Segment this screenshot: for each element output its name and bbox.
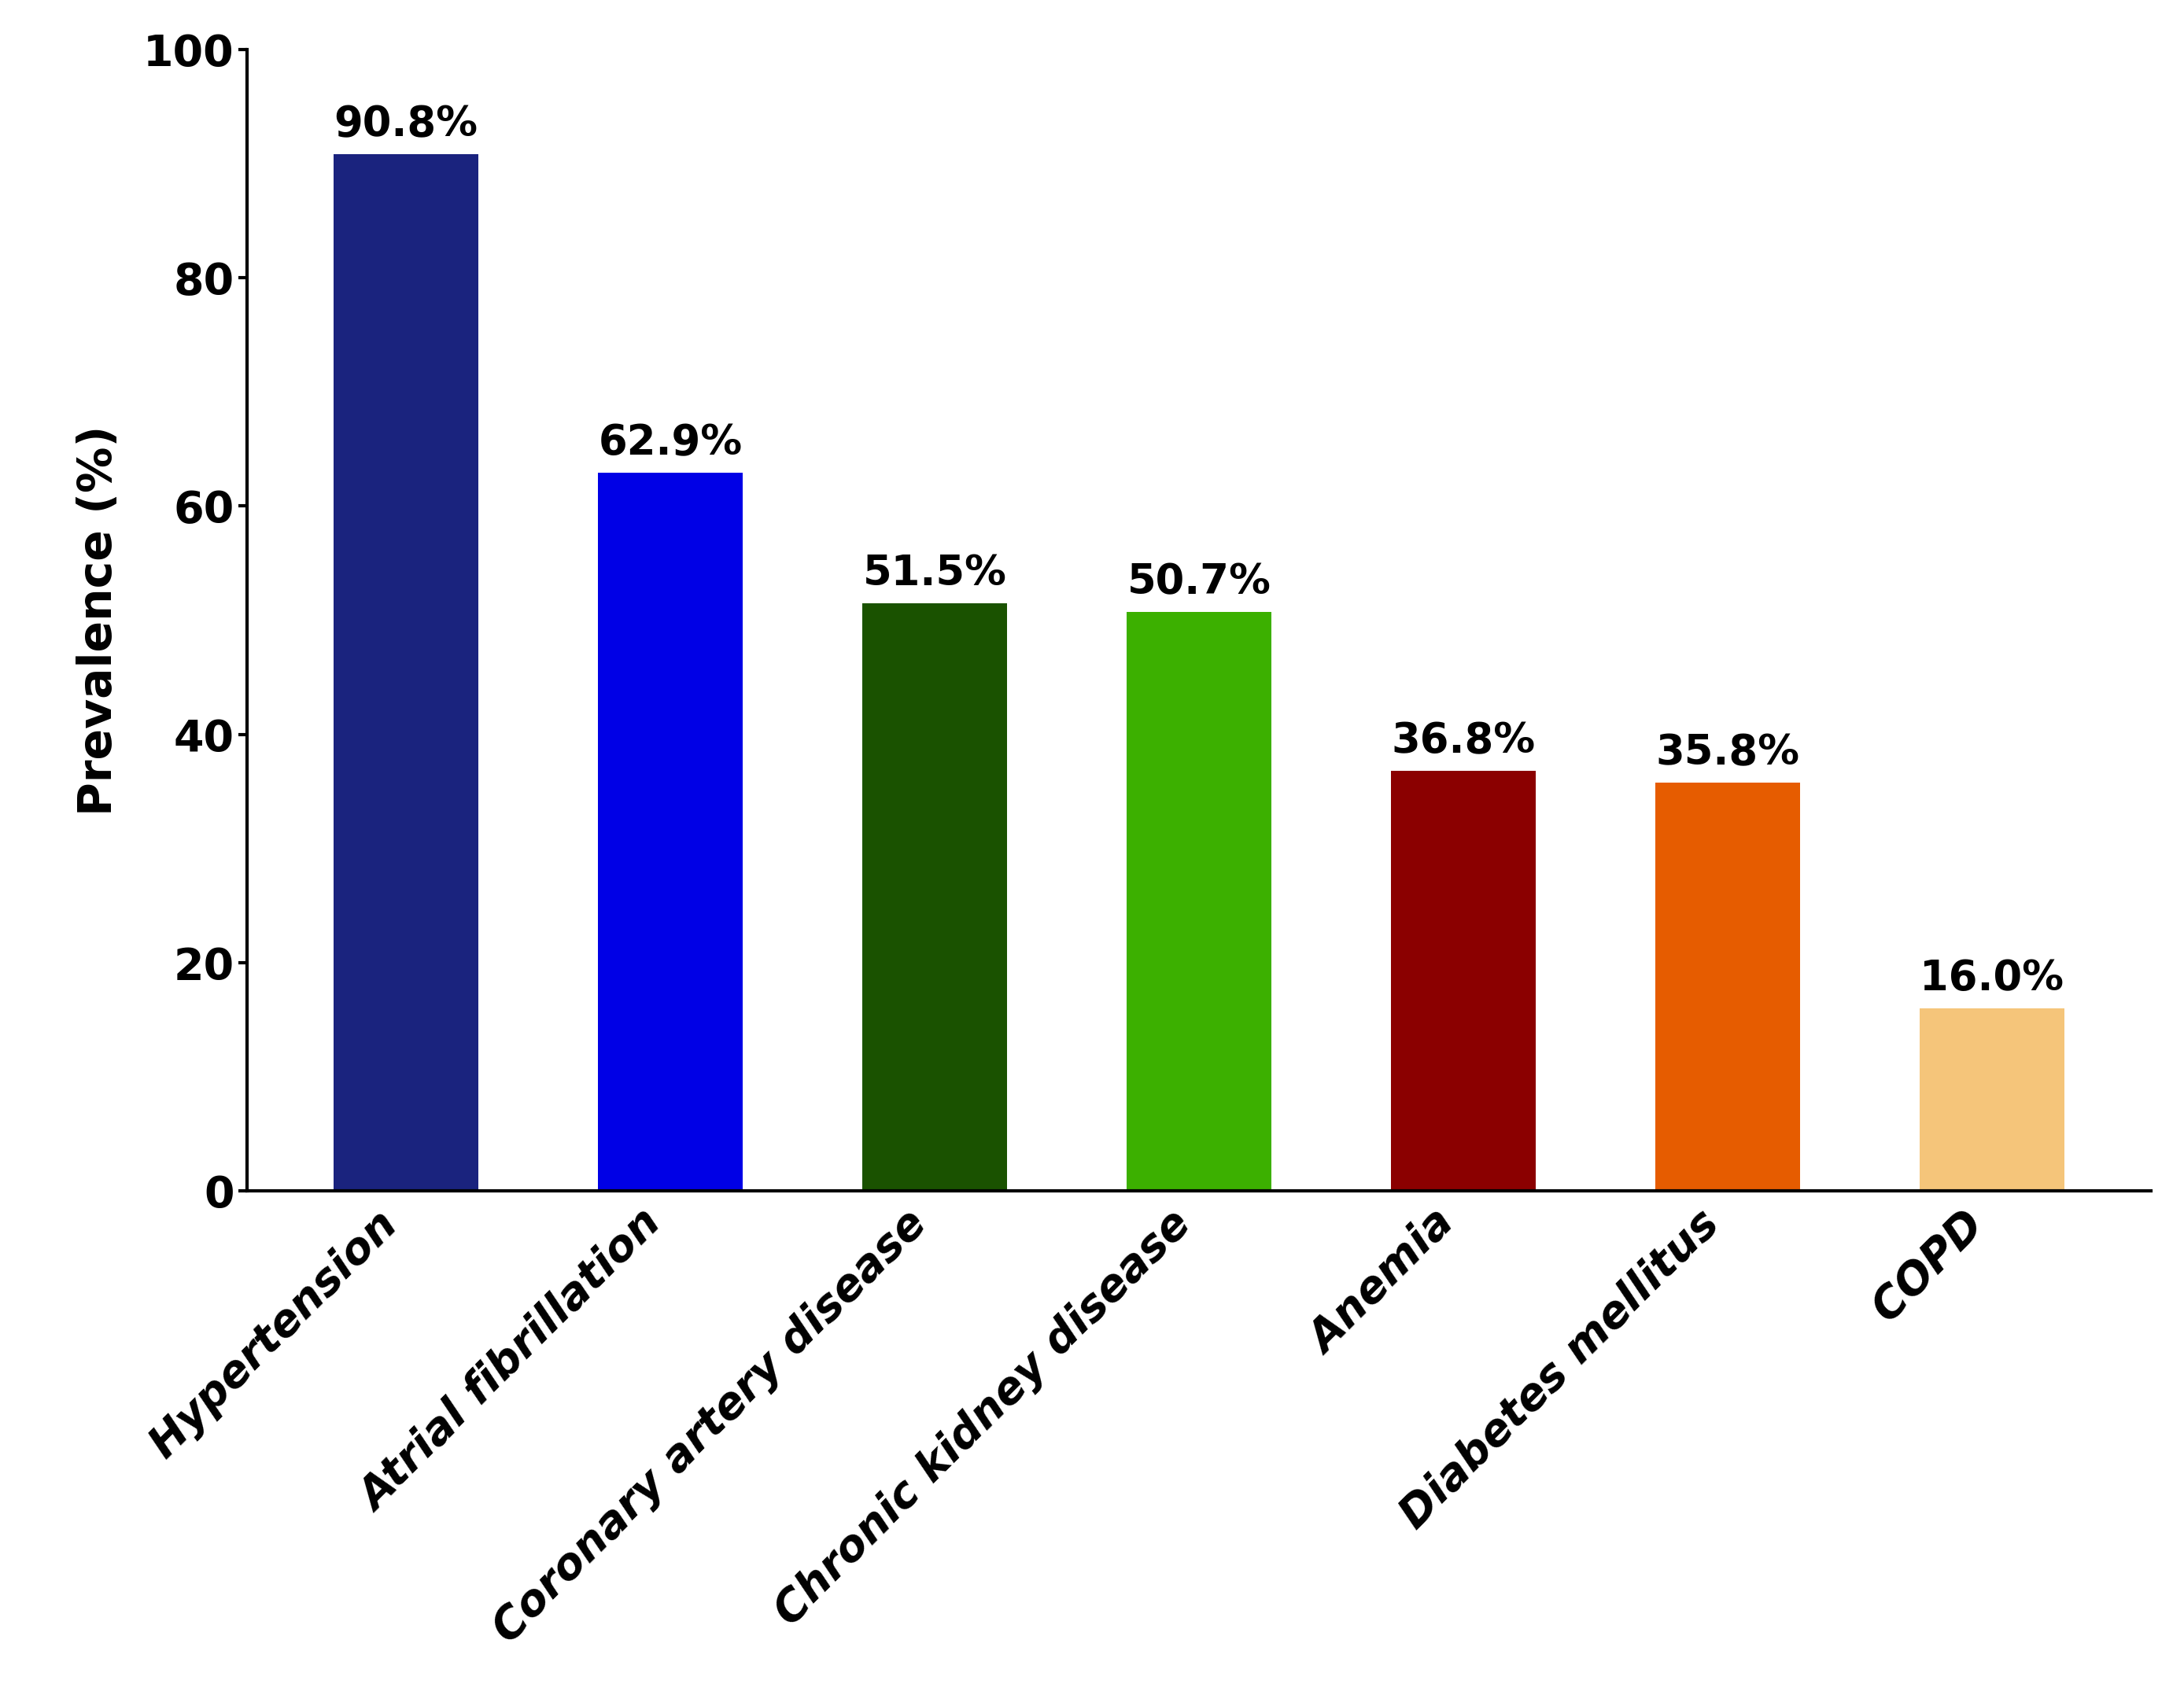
Text: 90.8%: 90.8% [334, 104, 478, 145]
Bar [334, 155, 478, 1191]
Text: 62.9%: 62.9% [598, 423, 743, 463]
Bar [598, 473, 743, 1191]
Bar [1920, 1009, 2064, 1191]
Text: 50.7%: 50.7% [1127, 562, 1271, 603]
Bar [1127, 613, 1271, 1191]
Text: 35.8%: 35.8% [1655, 733, 1800, 773]
Text: 36.8%: 36.8% [1391, 721, 1535, 761]
Text: 51.5%: 51.5% [863, 552, 1007, 594]
Bar [1391, 771, 1535, 1191]
Bar [863, 603, 1007, 1191]
Y-axis label: Prevalence (%): Prevalence (%) [76, 424, 122, 815]
Bar [1655, 783, 1800, 1191]
Text: 16.0%: 16.0% [1920, 958, 2064, 999]
